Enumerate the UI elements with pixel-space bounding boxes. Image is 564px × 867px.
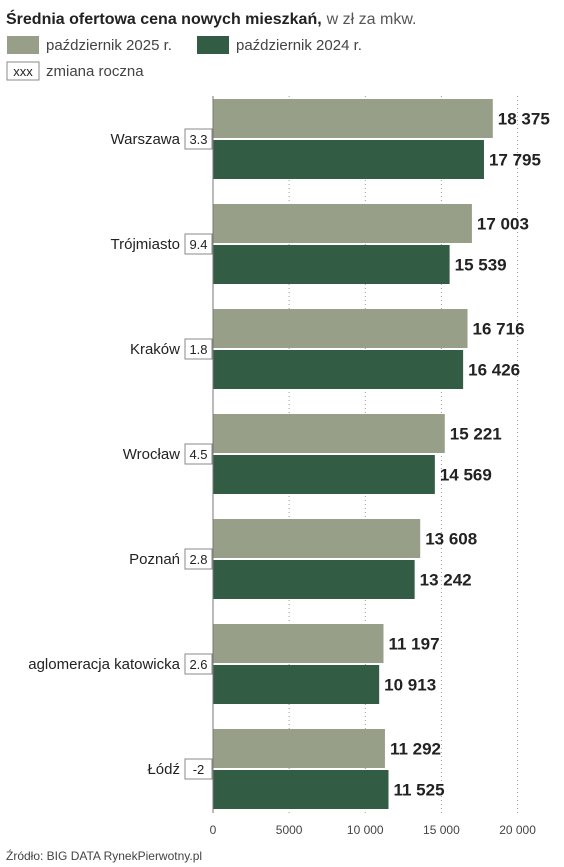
- category-label: Kraków: [130, 341, 180, 358]
- x-tick-label: 20 000: [499, 823, 536, 837]
- change-box: [184, 443, 213, 465]
- labels: 18 375 17 795 3.3 Warszawa 17 003 15 539 9.4 Tr…: [28, 110, 550, 800]
- change-value: 2.8: [189, 552, 207, 567]
- legend-label-2025: październik 2025 r.: [46, 37, 172, 54]
- change-box: [184, 653, 213, 675]
- bars: [213, 99, 493, 809]
- x-axis: 0 5000 10 000 15 000 20 000: [210, 96, 536, 837]
- change-value: -2: [193, 762, 205, 777]
- change-box: [184, 233, 213, 255]
- legend-change-box-text: xxx: [13, 64, 33, 79]
- x-tick-label: 15 000: [423, 823, 460, 837]
- value-label: 15 539: [455, 256, 507, 275]
- grid: [288, 96, 519, 813]
- bar-2025: [213, 624, 384, 663]
- value-label: 10 913: [384, 676, 436, 695]
- x-tick-label: 10 000: [347, 823, 384, 837]
- value-label: 16 716: [473, 320, 525, 339]
- bar-2024: [213, 245, 450, 284]
- category-label: Trójmiasto: [111, 236, 180, 253]
- change-value: 4.5: [189, 447, 207, 462]
- change-box: [184, 758, 213, 780]
- category-label: aglomeracja katowicka: [28, 656, 180, 673]
- legend-swatch-2024: [197, 36, 229, 54]
- value-label: 17 795: [489, 151, 541, 170]
- change-value: 1.8: [189, 342, 207, 357]
- bar-2024: [213, 560, 415, 599]
- bar-2024: [213, 665, 380, 704]
- value-label: 17 003: [477, 215, 529, 234]
- legend-swatch-2025: [7, 36, 39, 54]
- legend-change-label: zmiana roczna: [46, 63, 144, 80]
- bar-2025: [213, 519, 421, 558]
- category-label: Poznań: [129, 551, 180, 568]
- bar-2024: [213, 455, 435, 494]
- bar-2025: [213, 729, 385, 768]
- source-note: Źródło: BIG DATA RynekPierwotny.pl: [6, 848, 202, 863]
- x-tick-label: 5000: [276, 823, 303, 837]
- value-label: 11 197: [388, 635, 439, 654]
- change-box: [184, 338, 213, 360]
- change-value: 3.3: [189, 132, 207, 147]
- legend-change-box: [6, 61, 40, 81]
- legend: październik 2025 r. październik 2024 r. …: [6, 36, 362, 81]
- bar-2024: [213, 140, 484, 179]
- change-value: 2.6: [189, 657, 207, 672]
- value-label: 16 426: [468, 361, 520, 380]
- value-label: 15 221: [450, 425, 502, 444]
- change-value: 9.4: [189, 237, 207, 252]
- bar-2025: [213, 99, 493, 138]
- chart-title: Średnia ofertowa cena nowych mieszkań,: [6, 9, 322, 28]
- category-label: Warszawa: [111, 131, 181, 148]
- value-label: 13 242: [420, 571, 472, 590]
- chart-title-line: Średnia ofertowa cena nowych mieszkań, w …: [6, 9, 416, 28]
- change-box: [184, 128, 213, 150]
- value-label: 11 525: [393, 781, 444, 800]
- bar-2024: [213, 350, 464, 389]
- chart-subtitle: w zł za mkw.: [326, 11, 417, 28]
- legend-label-2024: październik 2024 r.: [236, 37, 362, 54]
- value-label: 11 292: [390, 740, 441, 759]
- value-label: 13 608: [425, 530, 477, 549]
- bar-2025: [213, 309, 468, 348]
- bar-2024: [213, 770, 389, 809]
- change-box: [184, 548, 213, 570]
- category-label: Łódź: [147, 761, 180, 778]
- category-label: Wrocław: [123, 446, 180, 463]
- bar-2025: [213, 204, 472, 243]
- x-tick-label: 0: [210, 823, 217, 837]
- bar-2025: [213, 414, 445, 453]
- value-label: 18 375: [498, 110, 550, 129]
- value-label: 14 569: [440, 466, 492, 485]
